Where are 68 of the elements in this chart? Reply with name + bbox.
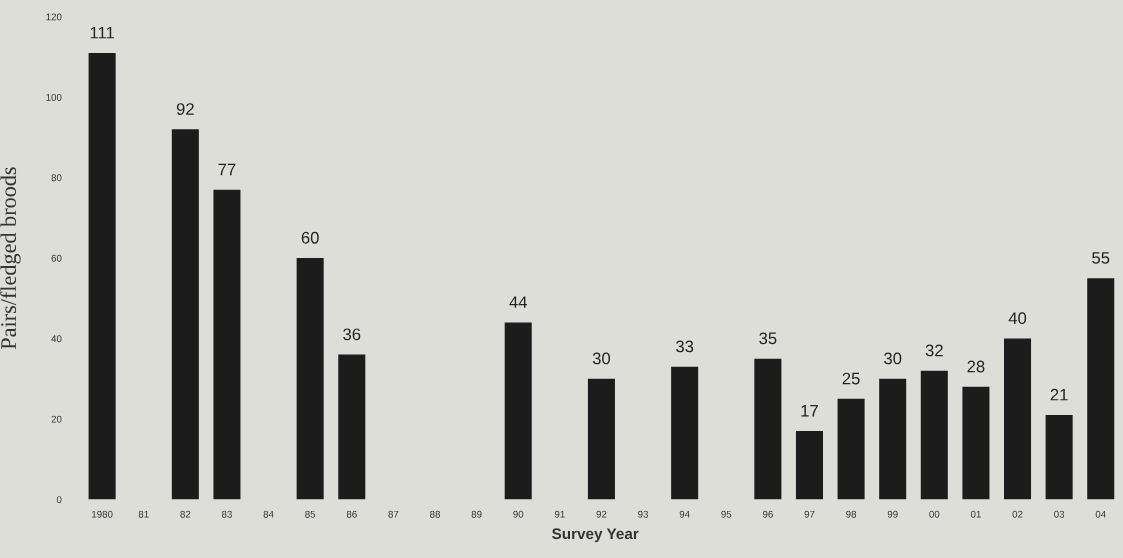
x-tick-label: 90 bbox=[513, 510, 524, 518]
bar bbox=[88, 52, 116, 500]
data-label: 33 bbox=[676, 340, 694, 353]
bar bbox=[795, 431, 823, 500]
data-label: 28 bbox=[967, 360, 985, 373]
x-tick-label: 84 bbox=[263, 510, 274, 518]
x-tick-label: 03 bbox=[1054, 510, 1065, 518]
y-tick-label: 20 bbox=[51, 415, 62, 423]
data-label: 35 bbox=[759, 332, 777, 345]
x-axis-title: Survey Year bbox=[552, 528, 639, 543]
y-tick-label: 100 bbox=[46, 93, 62, 101]
data-label: 111 bbox=[90, 26, 114, 39]
bar bbox=[920, 370, 948, 500]
x-tick-label: 95 bbox=[721, 510, 732, 518]
bar bbox=[1004, 338, 1032, 500]
x-tick-label: 94 bbox=[679, 510, 690, 518]
x-tick-label: 81 bbox=[138, 510, 149, 518]
x-tick-label: 85 bbox=[305, 510, 316, 518]
y-tick-label: 80 bbox=[51, 174, 62, 182]
bar bbox=[504, 322, 532, 500]
data-label: 32 bbox=[925, 344, 943, 357]
x-tick-label: 92 bbox=[596, 510, 607, 518]
bar bbox=[837, 398, 865, 500]
x-tick-label: 83 bbox=[221, 510, 232, 518]
bar bbox=[671, 366, 699, 500]
data-label: 60 bbox=[301, 231, 319, 244]
data-label: 44 bbox=[509, 296, 527, 308]
bar bbox=[338, 354, 366, 500]
x-tick-label: 00 bbox=[929, 510, 940, 518]
y-tick-label: 60 bbox=[51, 254, 62, 262]
y-tick-label: 40 bbox=[51, 335, 62, 343]
x-tick-label: 96 bbox=[762, 510, 773, 518]
bar bbox=[879, 378, 907, 500]
data-label: 30 bbox=[592, 352, 611, 365]
data-label: 25 bbox=[842, 372, 860, 385]
x-tick-label: 86 bbox=[346, 510, 357, 518]
y-tick-label: 120 bbox=[46, 13, 62, 21]
x-tick-label: 87 bbox=[388, 510, 399, 518]
bar bbox=[1087, 278, 1115, 500]
data-label: 92 bbox=[176, 103, 194, 115]
x-tick-label: 88 bbox=[430, 510, 440, 518]
x-tick-label: 97 bbox=[804, 510, 815, 518]
data-label: 30 bbox=[884, 352, 902, 365]
bar bbox=[587, 378, 615, 500]
data-label: 55 bbox=[1092, 252, 1110, 264]
x-tick-label: 91 bbox=[554, 510, 565, 518]
x-tick-label: 1980 bbox=[92, 510, 113, 518]
data-label: 40 bbox=[1008, 312, 1027, 325]
data-label: 21 bbox=[1050, 388, 1068, 401]
bar bbox=[213, 189, 241, 500]
x-tick-label: 02 bbox=[1012, 510, 1023, 518]
bar bbox=[962, 386, 990, 500]
x-tick-label: 98 bbox=[846, 510, 857, 518]
x-tick-label: 93 bbox=[638, 510, 649, 518]
data-label: 36 bbox=[343, 328, 361, 341]
y-axis-title: Pairs/fledged broods bbox=[0, 167, 21, 350]
x-tick-label: 89 bbox=[471, 510, 482, 518]
x-tick-label: 01 bbox=[970, 510, 981, 518]
x-tick-label: 99 bbox=[887, 510, 898, 518]
data-label: 17 bbox=[801, 405, 818, 417]
bar bbox=[171, 129, 199, 500]
bar bbox=[754, 358, 782, 500]
bar bbox=[296, 258, 324, 500]
bar bbox=[1045, 414, 1073, 500]
y-tick-label: 0 bbox=[56, 496, 62, 504]
x-tick-label: 82 bbox=[180, 510, 191, 518]
x-tick-label: 04 bbox=[1095, 510, 1106, 518]
data-label: 77 bbox=[218, 163, 236, 176]
